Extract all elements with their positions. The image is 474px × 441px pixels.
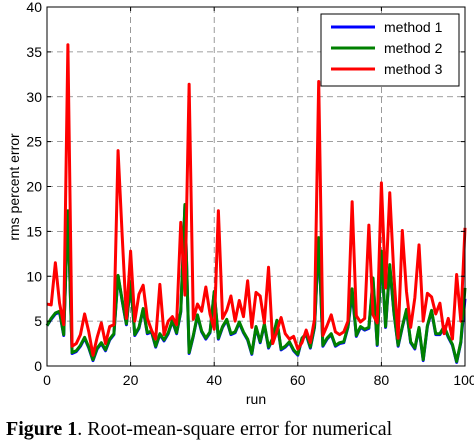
y-axis-label: rms percent error [6,133,22,241]
legend-label-method-1: method 1 [384,19,443,35]
y-tick-label: 15 [26,223,42,239]
axis-ticks: 0 20 40 60 80 100 0 5 10 15 20 25 30 35 40 [26,0,474,388]
x-tick-label: 60 [290,372,306,388]
x-axis-label: run [246,391,266,407]
figure-caption: Figure 1. Root-mean-square error for num… [6,418,393,440]
series-lines [45,43,467,364]
y-tick-label: 35 [26,44,42,60]
y-tick-label: 0 [34,358,42,374]
y-tick-label: 40 [26,0,42,15]
legend: method 1 method 2 method 3 [320,13,460,87]
legend-label-method-3: method 3 [384,61,443,77]
x-tick-label: 100 [453,372,474,388]
y-tick-label: 10 [26,268,42,284]
figure-caption-label: Figure 1 [6,418,78,440]
y-tick-label: 30 [26,89,42,105]
legend-label-method-2: method 2 [384,40,443,56]
x-tick-label: 20 [123,372,139,388]
figure-caption-text: Root-mean-square error for numerical [87,418,393,440]
y-tick-label: 5 [34,313,42,329]
x-tick-label: 0 [43,372,51,388]
x-tick-label: 80 [374,372,390,388]
series-line-method-2 [45,202,467,364]
y-tick-label: 25 [26,134,42,150]
series-line-method-3 [46,43,467,357]
y-tick-label: 20 [26,179,42,195]
x-tick-label: 40 [206,372,222,388]
